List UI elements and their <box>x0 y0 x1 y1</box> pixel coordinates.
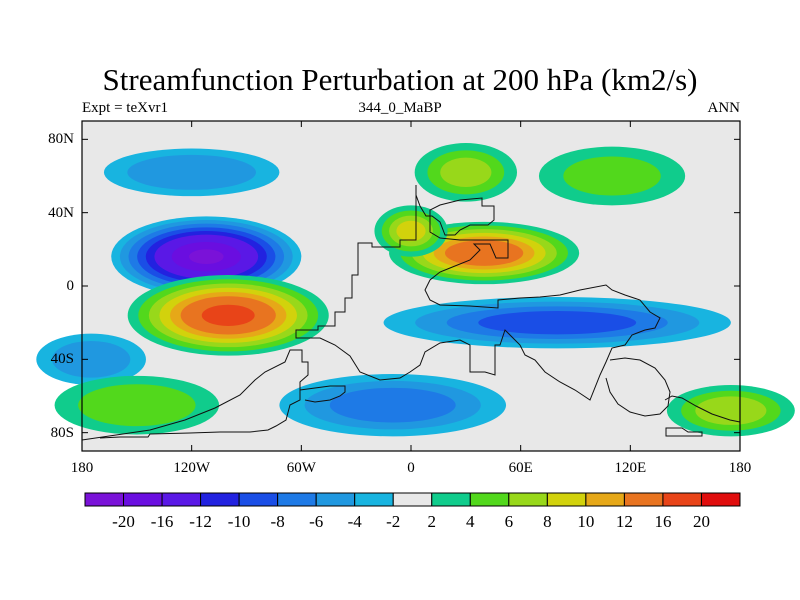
colorbar-swatch <box>700 492 741 507</box>
contour-level <box>444 240 524 266</box>
map-axes <box>81 120 741 452</box>
colorbar-swatch <box>277 492 317 507</box>
coastline-antarctica <box>299 385 346 403</box>
colorbar-swatch <box>200 492 240 507</box>
colorbar-label: 16 <box>654 512 672 531</box>
colorbar-label: -4 <box>347 512 362 531</box>
contour-level <box>78 384 196 427</box>
field-feature <box>54 375 220 435</box>
contour-level <box>201 304 255 326</box>
colorbar-swatch <box>585 492 625 507</box>
colorbar-swatch <box>392 492 433 507</box>
experiment-label: Expt = teXvr1 <box>82 100 168 116</box>
field-feature <box>36 333 146 386</box>
field-feature <box>127 275 329 356</box>
coastline-australia <box>605 357 671 417</box>
colorbar-swatch <box>354 492 394 507</box>
field-feature <box>383 297 731 349</box>
colorbar-label: 6 <box>504 512 514 531</box>
field-feature <box>666 385 795 437</box>
colorbar-label: 10 <box>577 512 595 531</box>
field-feature <box>414 143 518 202</box>
colorbar-label: -8 <box>270 512 285 531</box>
colorbar-label: 20 <box>692 512 710 531</box>
contour-level <box>127 154 257 190</box>
lon-tick-label: 0 <box>407 460 415 476</box>
period-label: ANN <box>707 100 741 116</box>
colorbar-label: -20 <box>112 512 135 531</box>
coastline-southern-islands <box>665 427 703 437</box>
lat-tick-label: 80N <box>48 131 74 148</box>
colorbar-label: -6 <box>309 512 324 531</box>
colorbar-swatch <box>623 492 664 507</box>
colorbar <box>84 492 741 507</box>
colorbar-swatch <box>315 492 356 507</box>
lon-tick-label: 180 <box>728 460 752 476</box>
field-feature <box>111 216 302 297</box>
colorbar-swatch <box>546 492 587 507</box>
coastline-outlines <box>81 185 741 441</box>
colorbar-label: -12 <box>189 512 212 531</box>
contour-field <box>36 143 795 437</box>
colorbar-swatch <box>84 492 125 507</box>
run-label: 344_0_MaBP <box>358 100 442 116</box>
lon-tick-label: 120W <box>173 460 210 476</box>
lon-tick-label: 180 <box>70 460 94 476</box>
contour-level <box>396 220 426 242</box>
lon-tick-label: 60W <box>286 460 316 476</box>
lat-tick-label: 40N <box>48 204 74 221</box>
contour-level <box>563 156 661 196</box>
contour-level <box>329 387 456 423</box>
colorbar-swatch <box>431 492 471 507</box>
field-feature <box>279 374 507 437</box>
field-feature <box>538 146 686 206</box>
colorbar-swatch <box>238 492 279 507</box>
colorbar-label: 4 <box>466 512 475 531</box>
colorbar-label: 2 <box>427 512 437 531</box>
colorbar-label: -2 <box>386 512 401 531</box>
contour-level <box>440 157 492 187</box>
coastline-pacific-rim <box>664 395 741 423</box>
coastline-eurasia <box>295 185 661 401</box>
lat-tick-label: 0 <box>66 278 75 294</box>
chart-title: Streamfunction Perturbation at 200 hPa (… <box>102 62 698 97</box>
colorbar-swatch <box>508 492 548 507</box>
lat-tick-label: 40S <box>50 351 74 368</box>
field-feature <box>103 148 280 197</box>
colorbar-swatch <box>161 492 202 507</box>
colorbar-label: 8 <box>543 512 552 531</box>
contour-level <box>51 341 131 378</box>
lon-tick-label: 120E <box>614 460 647 476</box>
field-feature <box>374 205 448 257</box>
contour-level <box>189 249 224 264</box>
colorbar-label: 12 <box>615 512 633 531</box>
lon-tick-label: 60E <box>508 460 533 476</box>
colorbar-swatch <box>469 492 510 507</box>
contour-level <box>695 396 767 425</box>
contour-level <box>478 311 637 335</box>
lat-tick-label: 80S <box>50 424 74 441</box>
colorbar-swatch <box>662 492 702 507</box>
colorbar-swatch <box>123 492 163 507</box>
colorbar-label: -10 <box>227 512 251 531</box>
coastline-americas <box>81 349 309 441</box>
colorbar-label: -16 <box>150 512 174 531</box>
